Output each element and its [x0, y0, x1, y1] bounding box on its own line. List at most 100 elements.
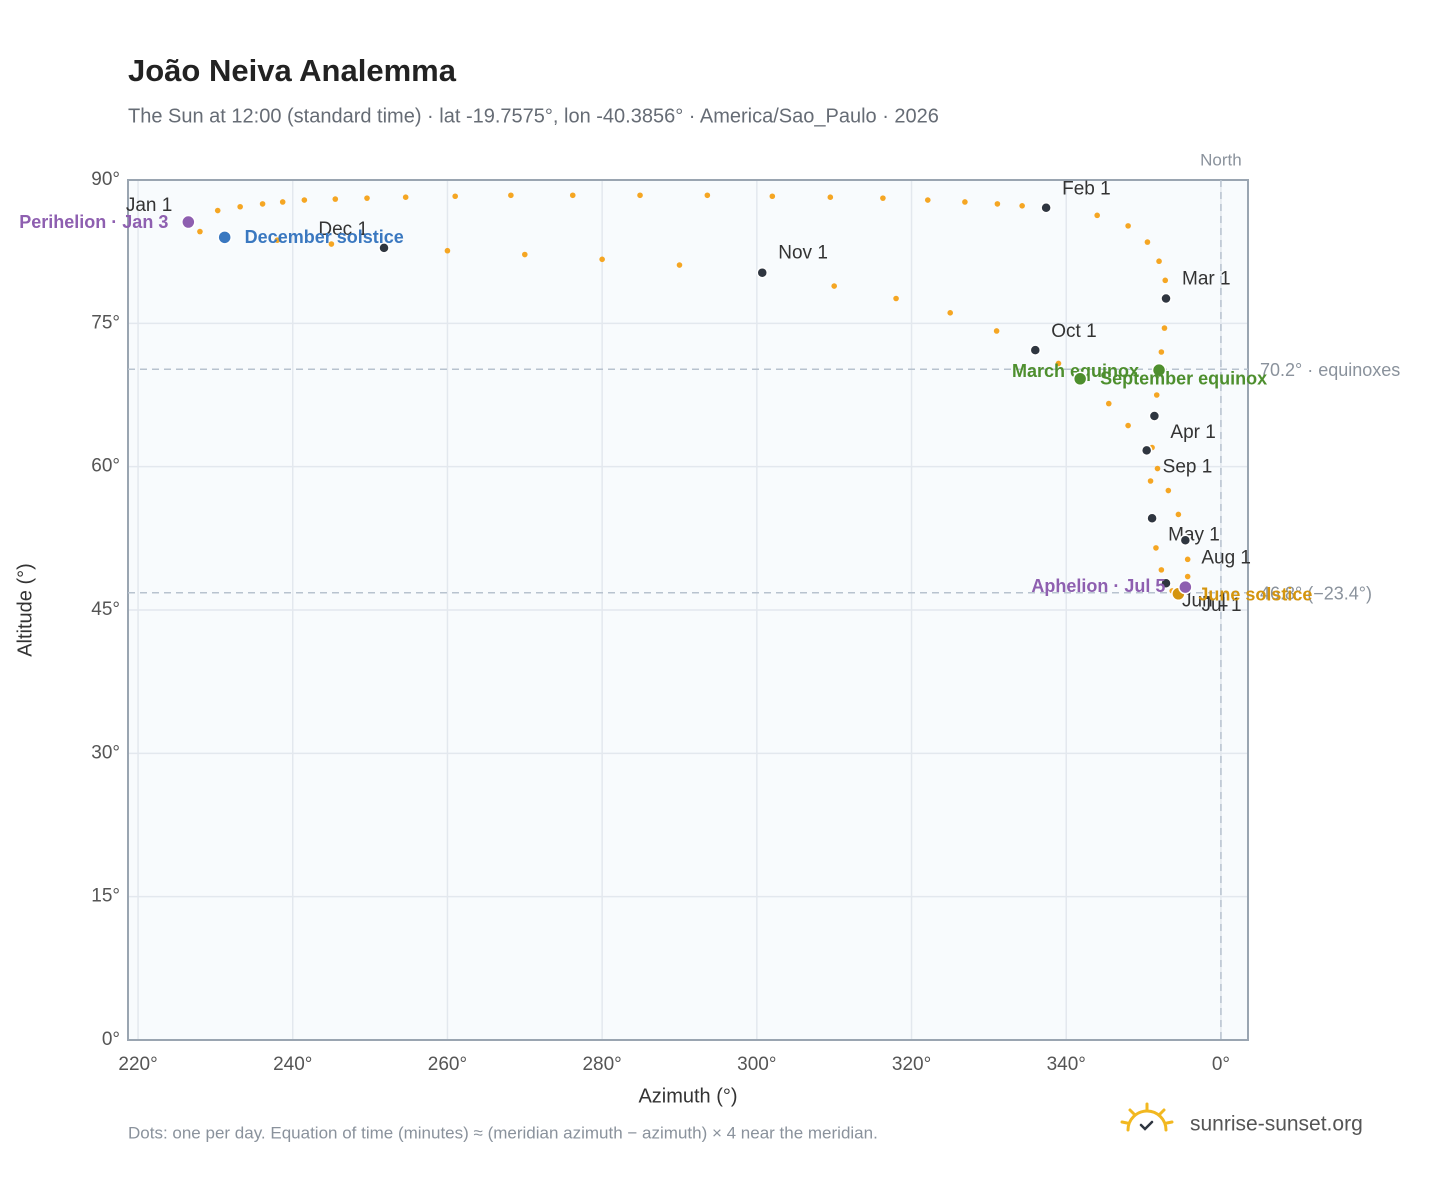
daily-dot [444, 247, 451, 254]
daily-dot [831, 283, 837, 289]
daily-dot [508, 192, 514, 199]
daily-dot [1184, 573, 1191, 580]
month-marker [1040, 201, 1052, 214]
month-marker [756, 266, 769, 279]
month-marker [1146, 512, 1158, 525]
daily-dot [214, 207, 221, 214]
y-tick-label: 30° [91, 742, 120, 763]
daily-dot [1105, 400, 1112, 407]
daily-dot [237, 203, 243, 210]
daily-dot [1158, 567, 1165, 573]
daily-dot [402, 194, 409, 200]
y-axis-label: Altitude (°) [14, 563, 36, 657]
month-label: Jul 1 [1201, 595, 1241, 616]
daily-dot [827, 194, 834, 200]
month-marker [1029, 344, 1042, 356]
month-marker [378, 242, 390, 254]
daily-dot [332, 196, 339, 202]
month-marker [1160, 292, 1172, 305]
event-label: March equinox [1012, 361, 1139, 381]
event-marker [1072, 371, 1088, 387]
daily-dot [259, 201, 266, 207]
daily-dot [893, 295, 899, 302]
daily-dot [1154, 465, 1161, 472]
chart-subtitle: The Sun at 12:00 (standard time) · lat -… [128, 105, 939, 127]
daily-dot [947, 310, 954, 316]
month-label: Nov 1 [778, 243, 828, 264]
y-tick-label: 15° [91, 886, 120, 907]
month-label: Apr 1 [1170, 422, 1215, 443]
x-tick-label: 240° [273, 1054, 312, 1075]
daily-dot [880, 195, 886, 201]
daily-dot [301, 197, 308, 203]
month-marker [1140, 444, 1153, 457]
daily-dot [1158, 349, 1165, 355]
month-label: Oct 1 [1051, 321, 1096, 342]
daily-dot [1156, 258, 1162, 265]
event-marker [181, 214, 196, 230]
y-tick-label: 0° [102, 1029, 120, 1050]
month-label: Aug 1 [1201, 547, 1251, 568]
daily-dot [1055, 360, 1062, 367]
daily-dot [197, 228, 203, 235]
daily-dot [1094, 212, 1100, 219]
month-label: May 1 [1168, 524, 1220, 545]
daily-dot [676, 262, 683, 268]
daily-dot [599, 256, 605, 263]
daily-dot [452, 193, 458, 200]
x-tick-label: 340° [1047, 1054, 1086, 1075]
daily-dot [1153, 392, 1160, 398]
daily-dot [1019, 203, 1025, 209]
x-axis-label: Azimuth (°) [638, 1085, 737, 1107]
chart-title: João Neiva Analemma [128, 53, 457, 88]
month-marker [1179, 534, 1192, 546]
month-label: Mar 1 [1182, 269, 1231, 290]
event-label: December solstice [245, 227, 404, 247]
month-label: Jan 1 [126, 195, 172, 216]
month-marker [1148, 410, 1161, 422]
x-tick-label: 320° [892, 1054, 931, 1075]
daily-dot [569, 192, 576, 199]
daily-dot [994, 201, 1001, 207]
y-tick-label: 45° [91, 599, 120, 620]
daily-dot [1144, 239, 1151, 245]
daily-dot [993, 328, 1000, 334]
month-label: Jun 1 [1182, 590, 1228, 611]
x-tick-label: 0° [1212, 1054, 1230, 1075]
daily-dot [1125, 422, 1131, 429]
reference-label: 46.8° (−23.4°) [1260, 584, 1372, 604]
event-label: Aphelion · Jul 5 [1031, 576, 1165, 596]
month-label: Dec 1 [318, 219, 368, 240]
daily-dot [1165, 487, 1172, 494]
daily-dot [769, 193, 776, 200]
reference-label: 70.2° · equinoxes [1260, 360, 1400, 380]
daily-dot [704, 192, 711, 199]
daily-dot [364, 195, 370, 201]
event-label: September equinox [1100, 369, 1267, 389]
event-marker [1178, 579, 1193, 595]
daily-dot [1125, 223, 1131, 229]
event-marker [1151, 362, 1167, 378]
month-label: Feb 1 [1062, 179, 1111, 200]
y-tick-label: 75° [91, 312, 120, 333]
daily-dot [328, 241, 335, 247]
month-label: Sep 1 [1163, 456, 1213, 477]
daily-dot [1184, 556, 1191, 563]
y-tick-label: 60° [91, 456, 120, 477]
event-marker [217, 230, 232, 245]
footnote: Dots: one per day. Equation of time (min… [128, 1123, 878, 1142]
daily-dot [521, 251, 528, 258]
x-tick-label: 280° [582, 1054, 621, 1075]
daily-dot [1147, 478, 1154, 484]
daily-dot [1153, 545, 1159, 551]
x-tick-label: 220° [118, 1054, 157, 1075]
month-marker [1160, 577, 1172, 589]
daily-dot [1161, 325, 1168, 331]
daily-dot [279, 199, 286, 205]
daily-dot [274, 237, 281, 243]
daily-dot [962, 199, 968, 205]
event-label: Perihelion · Jan 3 [19, 212, 168, 232]
brand-name: sunrise-sunset.org [1190, 1113, 1363, 1136]
x-tick-label: 300° [737, 1054, 776, 1075]
